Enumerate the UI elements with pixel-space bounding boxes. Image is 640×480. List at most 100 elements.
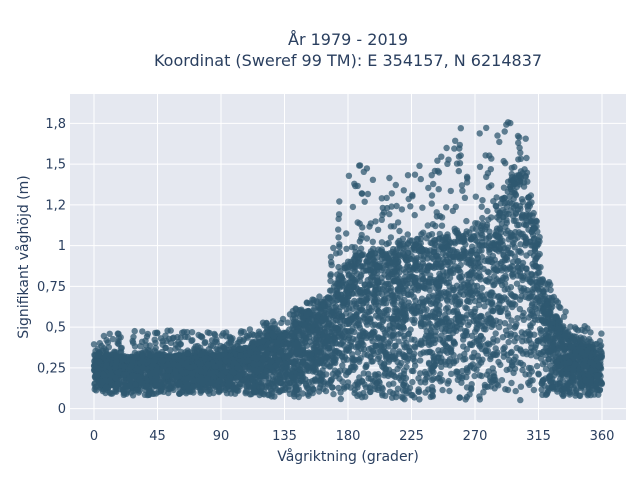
- data-point: [522, 265, 530, 272]
- data-point: [375, 373, 382, 381]
- data-point: [364, 260, 371, 267]
- data-point: [456, 274, 463, 281]
- data-point: [379, 313, 386, 320]
- data-point: [446, 274, 454, 282]
- data-point: [373, 379, 381, 387]
- data-point: [259, 356, 266, 363]
- data-point: [132, 381, 139, 388]
- data-point: [155, 388, 162, 395]
- data-point: [569, 343, 576, 351]
- data-point: [510, 204, 517, 211]
- data-point: [434, 297, 441, 304]
- data-point: [472, 313, 479, 320]
- data-point: [467, 250, 475, 257]
- data-point: [418, 272, 426, 280]
- data-point: [423, 267, 430, 274]
- data-point: [463, 384, 471, 391]
- data-point: [422, 332, 430, 339]
- data-point: [417, 320, 424, 327]
- data-point: [439, 386, 446, 394]
- data-point: [497, 260, 504, 267]
- data-point: [390, 276, 397, 283]
- data-point: [508, 292, 516, 299]
- data-point: [357, 271, 365, 279]
- data-point: [265, 351, 272, 358]
- data-point: [598, 352, 605, 360]
- data-point: [476, 247, 483, 255]
- data-point: [417, 357, 424, 364]
- data-point: [361, 381, 368, 388]
- data-point: [514, 315, 521, 322]
- data-point: [427, 326, 434, 334]
- data-point: [514, 258, 521, 265]
- data-point: [468, 332, 476, 339]
- data-point: [381, 295, 389, 303]
- data-point: [531, 331, 538, 338]
- data-point: [504, 386, 512, 394]
- data-point: [330, 299, 337, 306]
- data-point: [465, 292, 472, 299]
- data-point: [129, 357, 136, 364]
- data-point: [530, 263, 537, 270]
- data-point: [415, 386, 422, 393]
- data-point: [533, 362, 541, 370]
- data-point: [385, 340, 392, 347]
- data-point: [488, 258, 495, 266]
- data-point: [508, 301, 515, 308]
- data-point: [281, 373, 289, 380]
- data-point: [189, 383, 197, 391]
- data-point: [527, 365, 534, 372]
- data-point: [519, 338, 526, 345]
- data-point: [374, 348, 382, 355]
- data-point: [401, 367, 408, 374]
- data-point: [551, 339, 559, 347]
- data-point: [502, 275, 510, 282]
- data-point: [439, 250, 447, 257]
- data-point: [557, 324, 564, 332]
- data-point: [424, 374, 431, 381]
- data-point: [168, 379, 175, 386]
- data-point: [505, 338, 512, 346]
- data-point: [535, 293, 542, 301]
- data-point: [553, 363, 560, 370]
- data-point: [509, 241, 516, 248]
- data-point: [351, 297, 358, 305]
- data-point: [402, 374, 410, 382]
- data-point: [273, 339, 281, 346]
- data-point: [246, 371, 254, 379]
- data-point: [411, 362, 419, 369]
- data-point: [355, 340, 362, 348]
- data-point: [493, 214, 501, 221]
- data-point: [423, 306, 430, 313]
- data-point: [478, 284, 486, 292]
- data-point: [515, 248, 522, 255]
- data-point: [468, 268, 476, 275]
- data-point: [532, 257, 539, 264]
- data-point: [538, 386, 545, 393]
- data-point: [530, 293, 537, 300]
- data-point: [535, 371, 542, 378]
- data-point: [173, 380, 180, 387]
- data-point: [436, 270, 443, 278]
- data-point: [461, 332, 468, 340]
- data-point: [424, 250, 431, 257]
- data-point: [490, 377, 497, 384]
- data-point: [311, 321, 319, 328]
- data-point: [514, 222, 521, 229]
- data-point: [546, 385, 554, 392]
- data-point: [511, 331, 518, 338]
- data-point: [365, 375, 372, 382]
- data-point: [444, 297, 451, 304]
- data-point: [381, 370, 389, 377]
- data-point: [120, 371, 127, 378]
- data-point: [427, 393, 434, 401]
- data-point: [324, 334, 332, 341]
- data-point: [456, 255, 463, 263]
- data-point: [530, 386, 538, 394]
- data-point: [496, 225, 503, 232]
- data-point: [404, 357, 411, 365]
- data-point: [417, 370, 424, 377]
- data-point: [514, 264, 522, 271]
- data-point: [369, 347, 376, 355]
- data-point: [554, 381, 561, 388]
